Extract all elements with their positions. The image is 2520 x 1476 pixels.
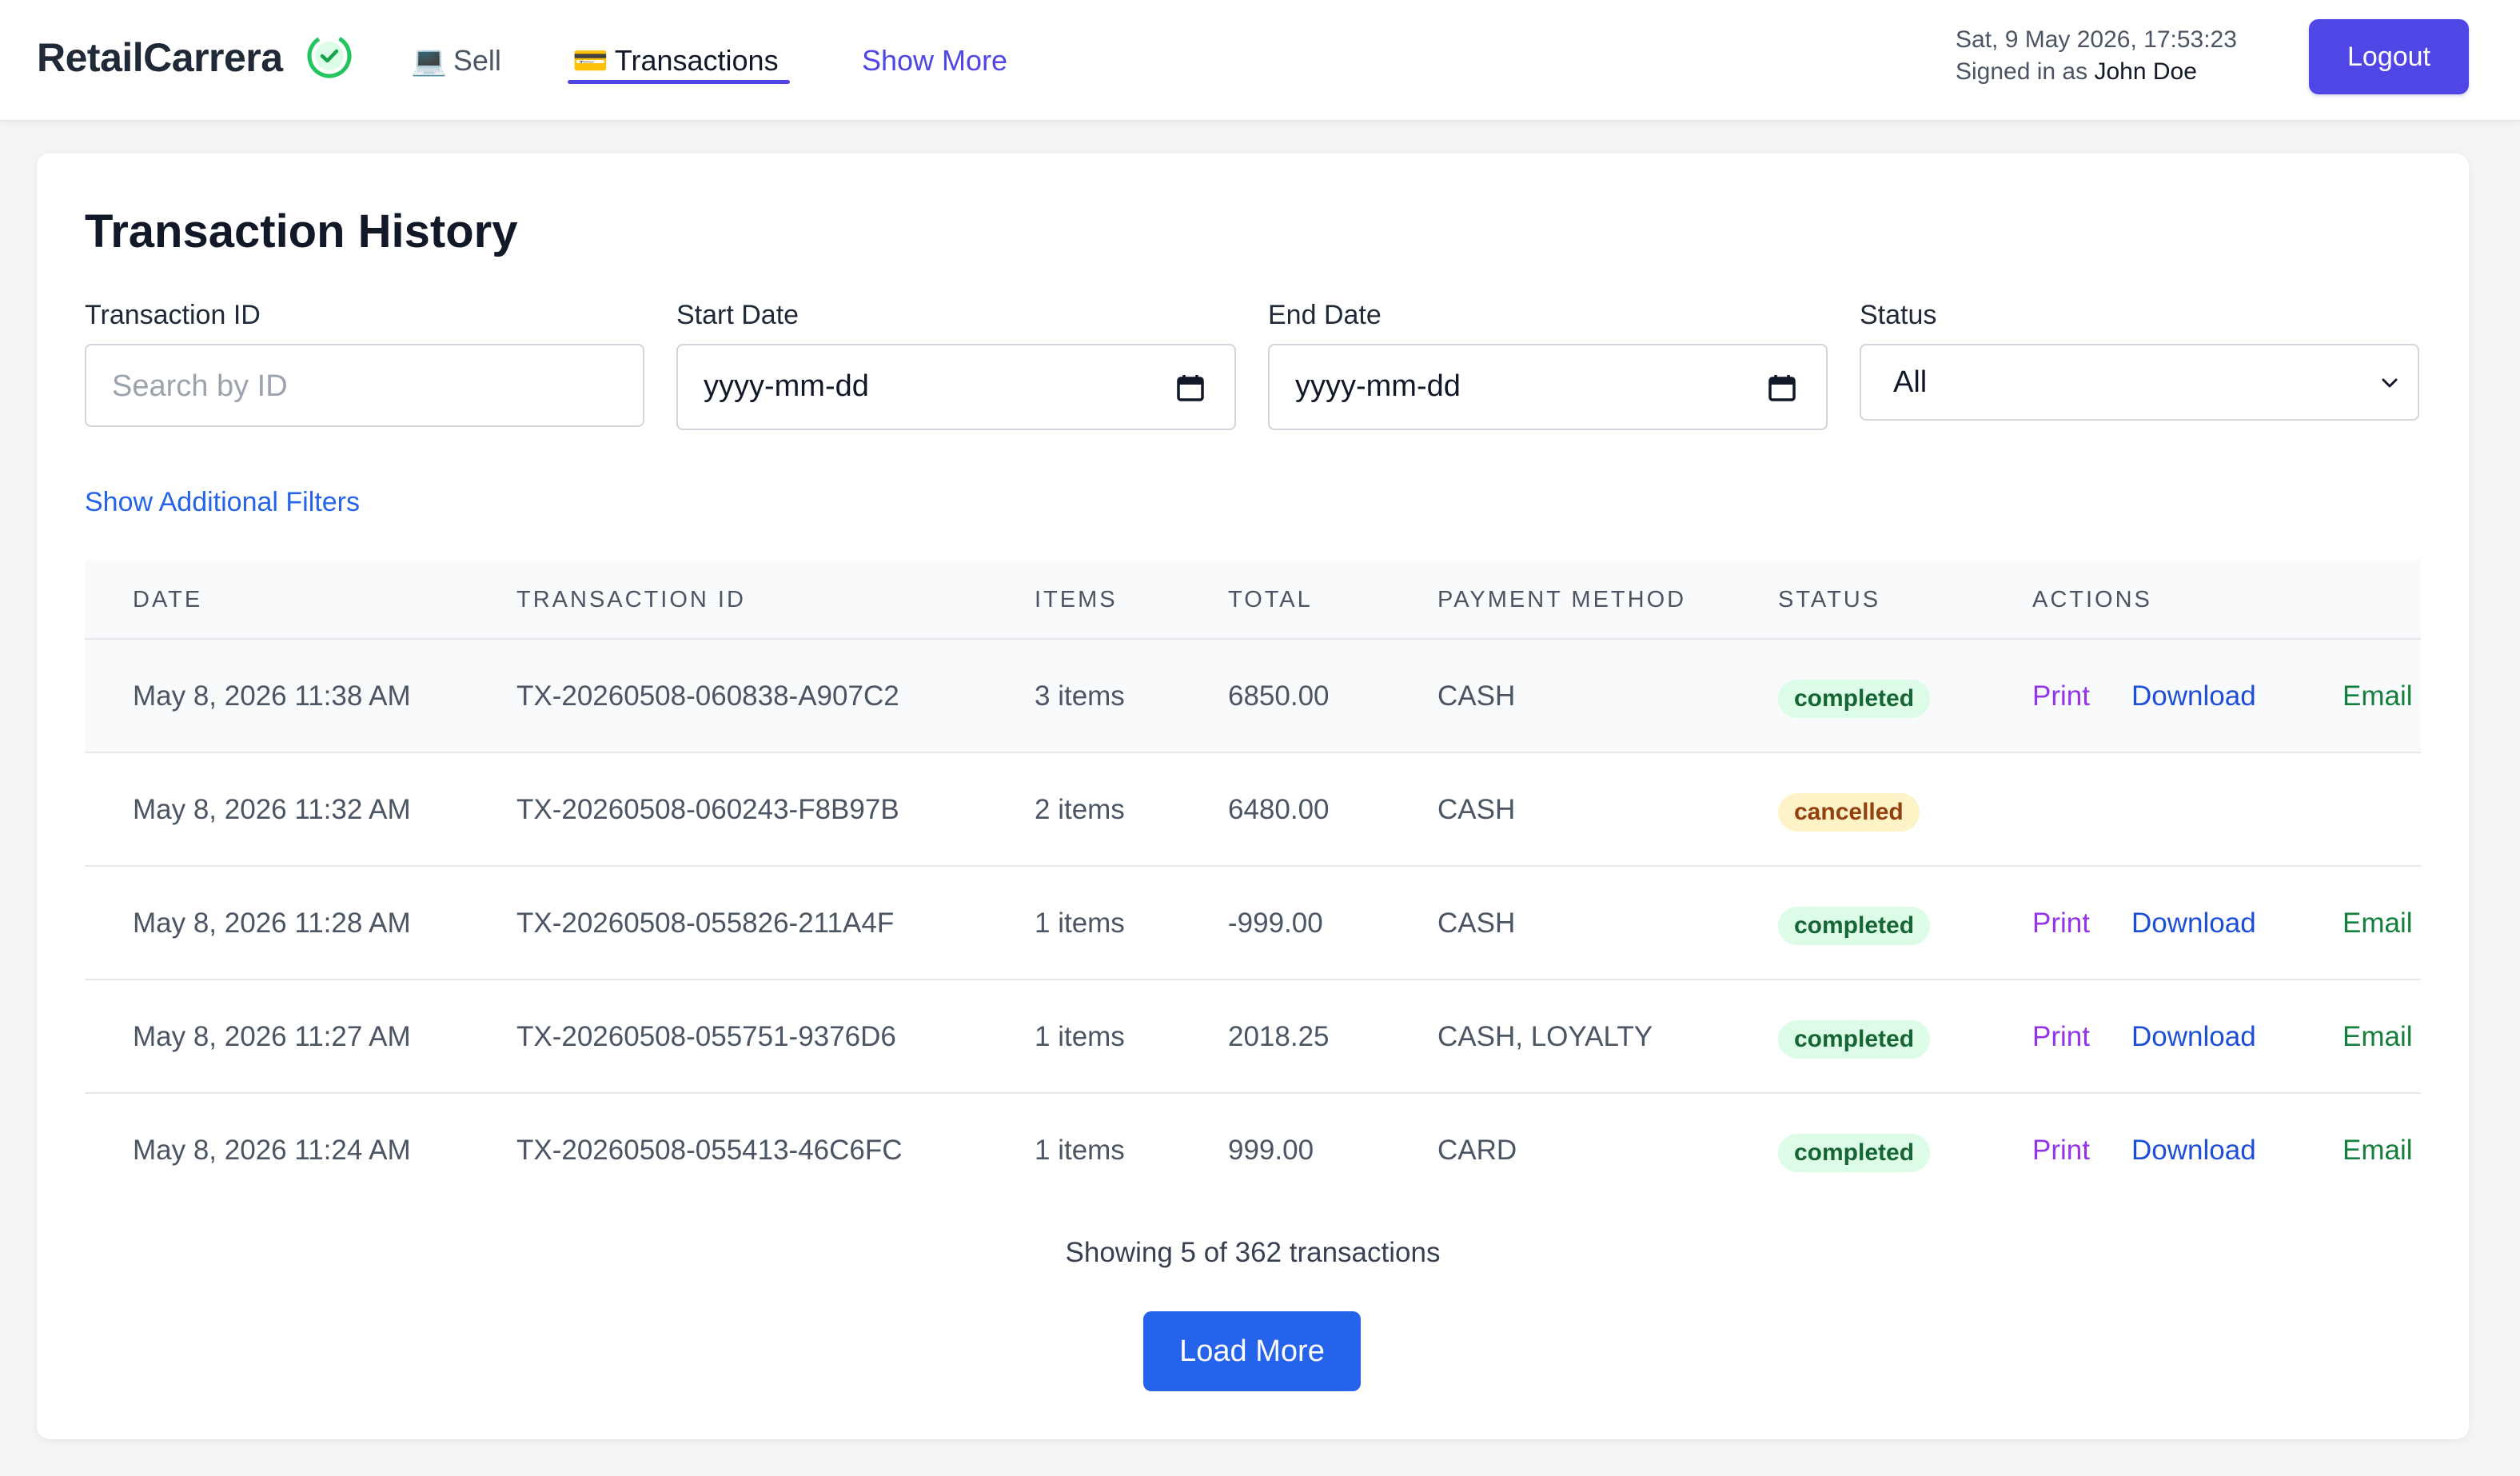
chevron-down-icon — [2382, 378, 2398, 388]
current-datetime: Sat, 9 May 2026, 17:53:23 — [1956, 26, 2237, 53]
cell-payment-method: CASH — [1437, 794, 1516, 825]
status-select-value: All — [1893, 365, 1928, 399]
transaction-history-card: Transaction History Transaction ID Searc… — [37, 154, 2469, 1439]
column-header-status: Status — [1778, 587, 1881, 612]
nav-transactions[interactable]: 💳 Transactions — [572, 37, 779, 85]
cell-items: 1 items — [1035, 1021, 1125, 1052]
cell-transaction-id: TX-20260508-055751-9376D6 — [516, 1021, 896, 1052]
email-link[interactable]: Email — [2343, 680, 2413, 712]
credit-card-icon: 💳 — [572, 44, 608, 77]
cell-items: 3 items — [1035, 680, 1125, 712]
start-date-input[interactable]: yyyy-mm-dd — [676, 344, 1236, 430]
top-nav-bar: RetailCarrera 💻 Sell 💳 Transactions Show M… — [0, 0, 2520, 122]
transaction-id-label: Transaction ID — [85, 300, 261, 330]
print-link[interactable]: Print — [2032, 908, 2090, 939]
cell-date: May 8, 2026 11:27 AM — [133, 1021, 411, 1052]
cell-total: 6850.00 — [1228, 680, 1330, 712]
email-link[interactable]: Email — [2343, 1021, 2413, 1052]
email-link[interactable]: Email — [2343, 1135, 2413, 1166]
table-row: May 8, 2026 11:32 AM TX-20260508-060243-… — [85, 753, 2421, 867]
page-title: Transaction History — [85, 205, 518, 257]
laptop-icon: 💻 — [411, 44, 447, 77]
status-badge: completed — [1778, 1134, 1931, 1172]
pagination-summary: Showing 5 of 362 transactions — [1065, 1237, 1441, 1268]
cell-total: -999.00 — [1228, 908, 1323, 939]
signed-in-prefix: Signed in as — [1956, 58, 2088, 85]
nav-sell-label: Sell — [453, 44, 501, 77]
cell-items: 1 items — [1035, 908, 1125, 939]
print-link[interactable]: Print — [2032, 1135, 2090, 1166]
cell-payment-method: CARD — [1437, 1135, 1517, 1166]
download-link[interactable]: Download — [2131, 1135, 2256, 1166]
nav-sell[interactable]: 💻 Sell — [411, 37, 501, 85]
session-info: Sat, 9 May 2026, 17:53:23 Signed in as J… — [1956, 24, 2237, 88]
transaction-id-search-input[interactable]: Search by ID — [85, 344, 644, 427]
nav-transactions-label: Transactions — [614, 44, 779, 77]
cell-date: May 8, 2026 11:32 AM — [133, 794, 411, 825]
cell-items: 1 items — [1035, 1135, 1125, 1166]
signed-in-line: Signed in as John Doe — [1956, 56, 2237, 88]
cell-payment-method: CASH — [1437, 908, 1516, 939]
column-header-items: Items — [1035, 587, 1118, 612]
download-link[interactable]: Download — [2131, 908, 2256, 939]
column-header-payment-method: Payment Method — [1437, 587, 1687, 612]
cell-transaction-id: TX-20260508-060243-F8B97B — [516, 794, 899, 825]
cell-transaction-id: TX-20260508-060838-A907C2 — [516, 680, 899, 712]
cell-payment-method: CASH — [1437, 680, 1516, 712]
column-header-transaction-id: Transaction ID — [516, 587, 746, 612]
status-badge: completed — [1778, 680, 1931, 718]
load-more-button[interactable]: Load More — [1143, 1311, 1361, 1391]
signed-in-user: John Doe — [2094, 58, 2197, 85]
cell-transaction-id: TX-20260508-055826-211A4F — [516, 908, 895, 939]
end-date-value: yyyy-mm-dd — [1295, 369, 1461, 403]
cell-total: 6480.00 — [1228, 794, 1330, 825]
show-additional-filters-link[interactable]: Show Additional Filters — [85, 487, 360, 517]
active-tab-indicator — [568, 80, 790, 84]
end-date-label: End Date — [1268, 300, 1382, 330]
cell-payment-method: CASH, LOYALTY — [1437, 1021, 1653, 1052]
check-circle-icon — [307, 34, 352, 78]
status-badge: completed — [1778, 907, 1931, 945]
cell-date: May 8, 2026 11:28 AM — [133, 908, 411, 939]
cell-transaction-id: TX-20260508-055413-46C6FC — [516, 1135, 903, 1166]
status-select[interactable]: All — [1860, 344, 2419, 421]
download-link[interactable]: Download — [2131, 1021, 2256, 1052]
print-link[interactable]: Print — [2032, 1021, 2090, 1052]
table-row: May 8, 2026 11:27 AM TX-20260508-055751-… — [85, 980, 2421, 1094]
status-badge: cancelled — [1778, 793, 1920, 832]
cell-total: 999.00 — [1228, 1135, 1314, 1166]
column-header-date: Date — [133, 587, 203, 612]
cell-items: 2 items — [1035, 794, 1125, 825]
table-row: May 8, 2026 11:28 AM TX-20260508-055826-… — [85, 867, 2421, 980]
table-row: May 8, 2026 11:24 AM TX-20260508-055413-… — [85, 1094, 2421, 1207]
cell-date: May 8, 2026 11:38 AM — [133, 680, 411, 712]
table-header: Date Transaction ID Items Total Payment … — [85, 560, 2421, 640]
start-date-label: Start Date — [676, 300, 799, 330]
status-badge: completed — [1778, 1020, 1931, 1059]
column-header-actions: Actions — [2032, 587, 2152, 612]
download-link[interactable]: Download — [2131, 680, 2256, 712]
table-row: May 8, 2026 11:38 AM TX-20260508-060838-… — [85, 640, 2421, 753]
cell-total: 2018.25 — [1228, 1021, 1330, 1052]
column-header-total: Total — [1228, 587, 1313, 612]
transactions-table: Date Transaction ID Items Total Payment … — [85, 560, 2421, 1207]
status-label: Status — [1860, 300, 1937, 330]
print-link[interactable]: Print — [2032, 680, 2090, 712]
nav-show-more[interactable]: Show More — [862, 44, 1008, 77]
cell-date: May 8, 2026 11:24 AM — [133, 1135, 411, 1166]
calendar-icon[interactable] — [1175, 373, 1206, 403]
brand-logo[interactable]: RetailCarrera — [37, 35, 283, 80]
email-link[interactable]: Email — [2343, 908, 2413, 939]
start-date-value: yyyy-mm-dd — [704, 369, 869, 403]
end-date-input[interactable]: yyyy-mm-dd — [1268, 344, 1828, 430]
calendar-icon[interactable] — [1767, 373, 1797, 403]
logout-button[interactable]: Logout — [2309, 19, 2469, 94]
